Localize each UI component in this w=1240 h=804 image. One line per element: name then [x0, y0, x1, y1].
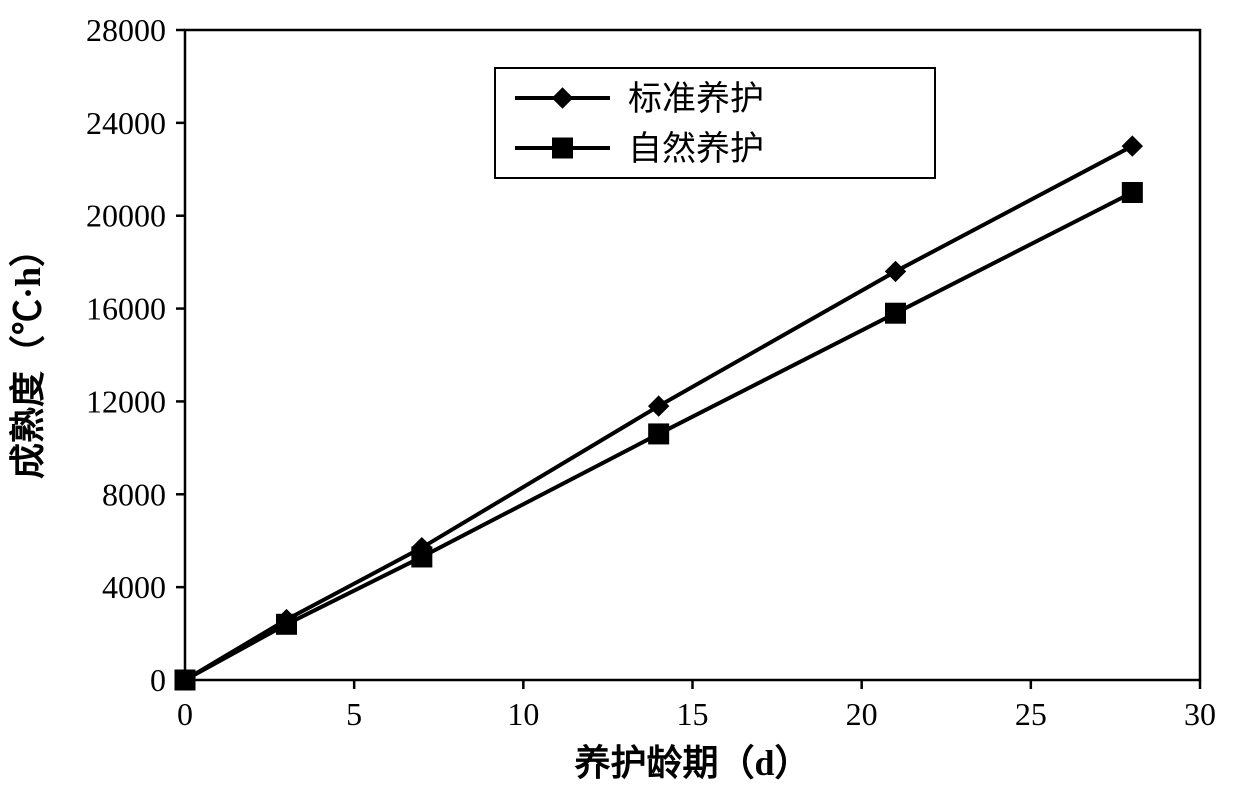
- y-tick-label: 28000: [86, 12, 166, 48]
- x-tick-label: 10: [507, 696, 539, 732]
- square-marker: [553, 138, 573, 158]
- x-tick-label: 20: [846, 696, 878, 732]
- diamond-marker: [649, 396, 669, 416]
- legend: 标准养护自然养护: [495, 68, 935, 178]
- x-tick-label: 0: [177, 696, 193, 732]
- y-tick-label: 24000: [86, 105, 166, 141]
- x-tick-label: 15: [677, 696, 709, 732]
- x-axis-label: 养护龄期（d）: [574, 742, 810, 783]
- y-axis-label: 成熟度（℃·h）: [8, 231, 48, 479]
- y-tick-label: 4000: [102, 569, 166, 605]
- legend-label: 标准养护: [628, 80, 764, 118]
- chart-svg: 0 5 10 15 20 25 30 0 4000 8000 12000 16000 20000 2400…: [0, 0, 1240, 804]
- y-tick-label: 20000: [86, 198, 166, 234]
- series-1: [175, 183, 1142, 691]
- square-marker: [1122, 183, 1142, 203]
- square-marker: [649, 424, 669, 444]
- y-tick-label: 12000: [86, 383, 166, 419]
- x-tick-label: 5: [346, 696, 362, 732]
- y-tick-label: 8000: [102, 476, 166, 512]
- x-tick-label: 25: [1015, 696, 1047, 732]
- y-tick-label: 16000: [86, 291, 166, 327]
- square-marker: [277, 614, 297, 634]
- square-marker: [412, 547, 432, 567]
- square-marker: [886, 303, 906, 323]
- legend-label: 自然养护: [628, 130, 764, 168]
- y-tick-label: 0: [150, 662, 166, 698]
- chart-container: 0 5 10 15 20 25 30 0 4000 8000 12000 16000 20000 2400…: [0, 0, 1240, 804]
- x-tick-label: 30: [1184, 696, 1216, 732]
- diamond-marker: [886, 261, 906, 281]
- diamond-marker: [1122, 136, 1142, 156]
- square-marker: [175, 670, 195, 690]
